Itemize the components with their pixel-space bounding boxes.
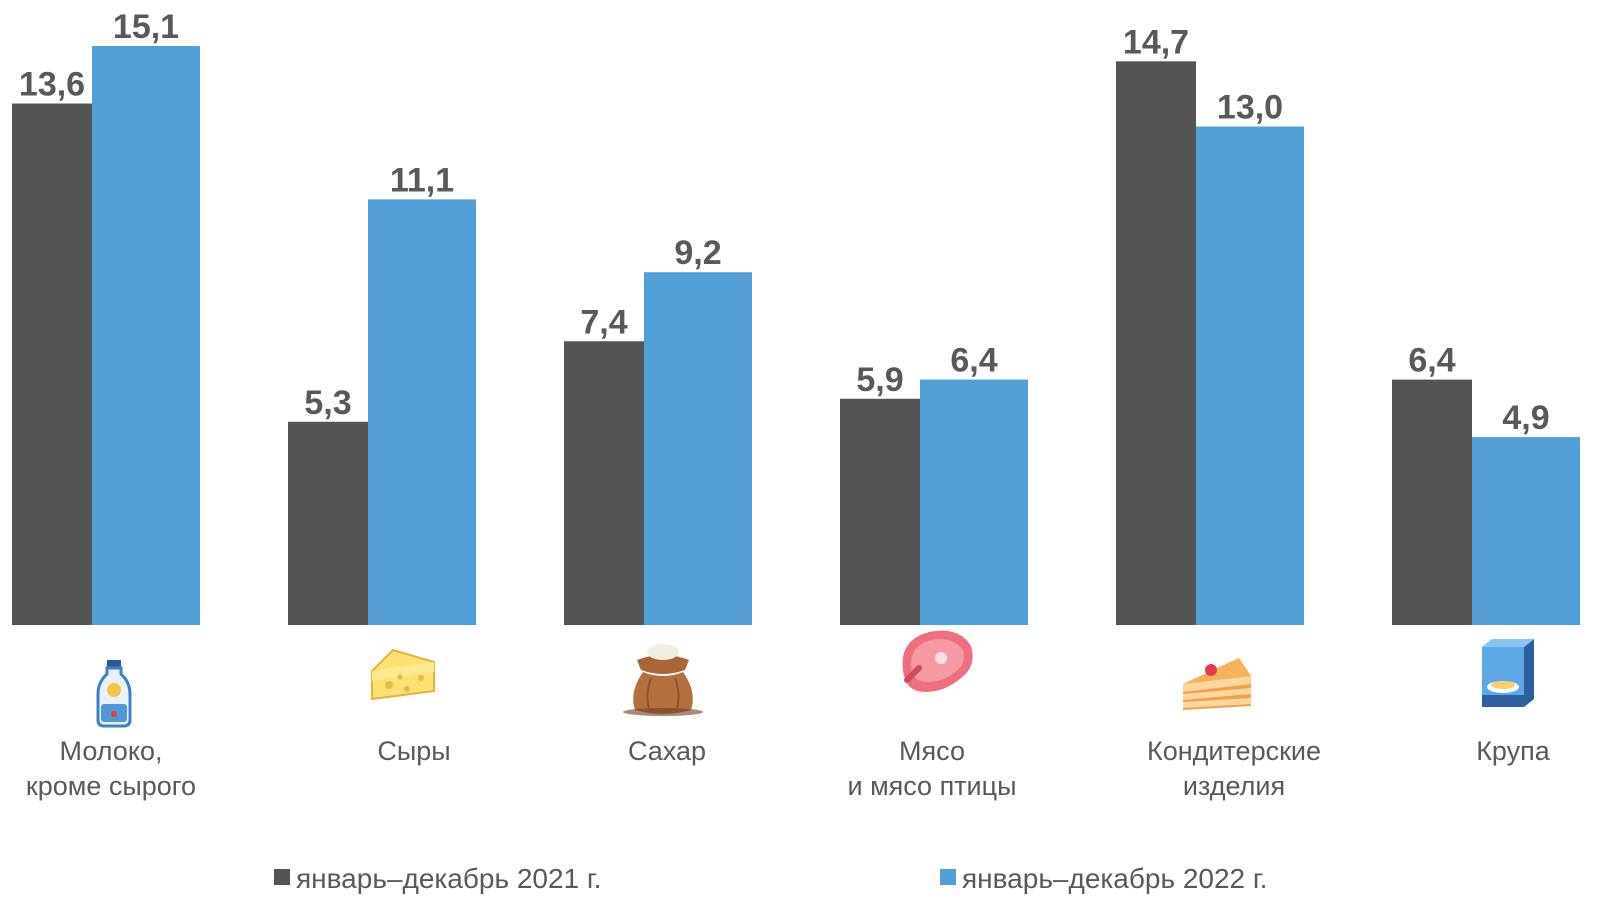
bar-2022-1 <box>368 199 476 625</box>
bar-2021-0 <box>12 103 92 626</box>
milk-bottle-icon <box>96 660 132 728</box>
value-label-2021-4: 14,7 <box>1123 23 1189 61</box>
category-label-0-line-1: кроме сырого <box>26 771 196 801</box>
bar-2021-5 <box>1392 379 1472 625</box>
legend-label-2021: январь–декабрь 2021 г. <box>296 863 601 894</box>
category-label-4-line-1: изделия <box>1183 771 1285 801</box>
legend-label-2022: январь–декабрь 2022 г. <box>962 863 1267 894</box>
value-label-2021-5: 6,4 <box>1408 342 1455 380</box>
value-label-2021-0: 13,6 <box>19 66 85 104</box>
bar-2022-2 <box>644 272 752 625</box>
bar-2021-4 <box>1116 61 1196 625</box>
category-label-0-line-0: Молоко, <box>60 736 163 766</box>
legend: январь–декабрь 2021 г. январь–декабрь 20… <box>274 863 1267 894</box>
bar-2021-3 <box>840 398 920 625</box>
cake-slice-icon <box>1183 658 1251 710</box>
cereal-box-icon <box>1482 639 1534 707</box>
category-label-4-line-0: Кондитерские <box>1147 736 1321 766</box>
value-labels-layer: 13,6 15,1 5,3 11,1 7,4 9,2 5,9 6,4 14,7 13,0 6,4 4,… <box>19 8 1550 437</box>
value-label-2021-2: 7,4 <box>580 303 627 341</box>
cheese-icon <box>371 648 435 701</box>
value-label-2022-2: 9,2 <box>674 234 721 272</box>
category-label-5-line-0: Крупа <box>1476 736 1551 766</box>
category-labels-layer: Молоко, кроме сырого Сыры Сахар Мясо и мясо п… <box>26 736 1551 801</box>
category-label-1-line-0: Сыры <box>377 736 450 766</box>
value-label-2022-3: 6,4 <box>950 342 997 380</box>
sugar-sack-icon <box>623 644 703 716</box>
bar-2022-3 <box>920 379 1028 625</box>
bars-layer <box>12 46 1580 626</box>
meat-steak-icon <box>902 630 973 692</box>
bar-2021-2 <box>564 341 644 625</box>
value-label-2022-1: 11,1 <box>390 161 454 199</box>
bar-2022-4 <box>1196 126 1304 625</box>
legend-swatch-2021 <box>274 869 290 885</box>
value-label-2021-3: 5,9 <box>856 361 903 399</box>
category-label-2-line-0: Сахар <box>628 736 706 766</box>
category-label-3-line-1: и мясо птицы <box>847 771 1016 801</box>
bar-2021-1 <box>288 421 368 625</box>
bar-2022-5 <box>1472 437 1580 625</box>
value-label-2022-0: 15,1 <box>113 8 179 46</box>
value-label-2021-1: 5,3 <box>304 384 351 422</box>
bar-2022-0 <box>92 46 200 625</box>
category-label-3-line-0: Мясо <box>899 736 965 766</box>
value-label-2022-4: 13,0 <box>1217 89 1283 127</box>
value-label-2022-5: 4,9 <box>1502 399 1549 437</box>
legend-swatch-2022 <box>940 869 956 885</box>
